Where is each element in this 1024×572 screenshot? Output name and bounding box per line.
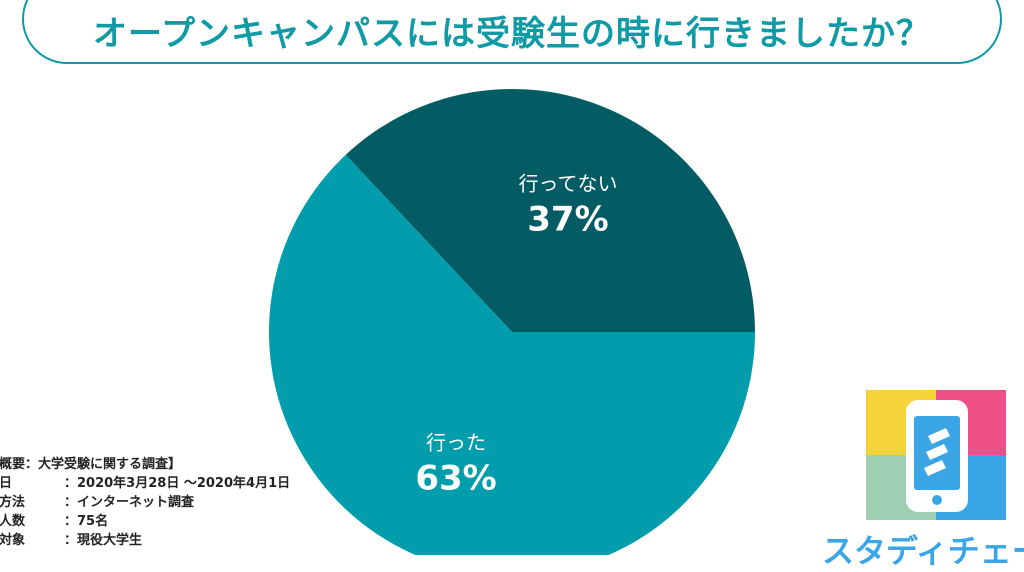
survey-row-date: 査日 ：2020年3月28日 〜2020年4月1日 — [0, 474, 290, 493]
survey-summary: 査概要：大学受験に関する調査】 査日 ：2020年3月28日 〜2020年4月1… — [0, 455, 290, 550]
slice-value-label: 63% — [415, 458, 496, 498]
survey-row-method: 査方法 ：インターネット調査 — [0, 493, 290, 512]
brand-logo-text: スタディチェー — [822, 532, 1024, 570]
survey-key: 査日 — [0, 476, 13, 491]
title-banner — [22, 0, 1002, 64]
survey-value: ：75名 — [64, 514, 109, 529]
pie-chart: 行ってない 37% 行った 63% — [269, 88, 755, 555]
smartphone-icon — [906, 400, 968, 512]
survey-key: 査方法 — [0, 495, 26, 510]
brand-logo — [866, 390, 1006, 520]
survey-key: 査人数 — [0, 514, 26, 529]
page-title: オープンキャンパスには受験生の時に行きましたか？ — [93, 14, 931, 54]
pie-slice-1 — [345, 88, 755, 333]
slice-label: 行ってない — [518, 172, 617, 196]
slice-label: 行った — [426, 430, 486, 454]
survey-heading: 査概要：大学受験に関する調査】 — [0, 457, 182, 472]
survey-value: ：2020年3月28日 〜2020年4月1日 — [64, 476, 291, 491]
pie-slice-2 — [269, 154, 755, 555]
survey-row-count: 査人数 ：75名 — [0, 512, 290, 531]
survey-value: ：インターネット調査 — [64, 495, 195, 510]
survey-row-target: 査対象 ：現役大学生 — [0, 531, 290, 550]
survey-value: ：現役大学生 — [64, 533, 143, 548]
slice-value-label: 37% — [527, 200, 608, 240]
survey-key: 査対象 — [0, 533, 26, 548]
